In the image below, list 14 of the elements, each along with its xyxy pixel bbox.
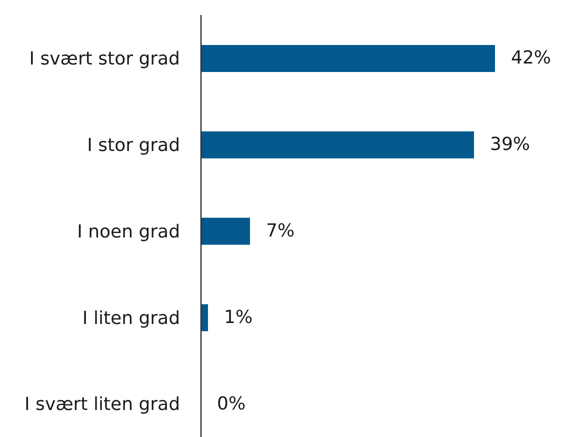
data-label: 42% — [511, 48, 552, 69]
y-tick-label: I noen grad — [77, 221, 180, 242]
data-label: 0% — [217, 393, 246, 414]
y-tick-label: I liten grad — [82, 308, 180, 329]
bar — [201, 304, 208, 332]
data-label: 7% — [266, 220, 295, 242]
bar — [201, 131, 474, 158]
y-tick-label: I svært liten grad — [24, 394, 180, 416]
data-label: 1% — [224, 306, 253, 328]
data-label: 39% — [490, 134, 530, 156]
y-tick-label: I stor grad — [87, 134, 180, 156]
y-tick-label: I svært stor grad — [29, 48, 180, 70]
bar — [201, 218, 250, 245]
bar — [201, 45, 495, 72]
